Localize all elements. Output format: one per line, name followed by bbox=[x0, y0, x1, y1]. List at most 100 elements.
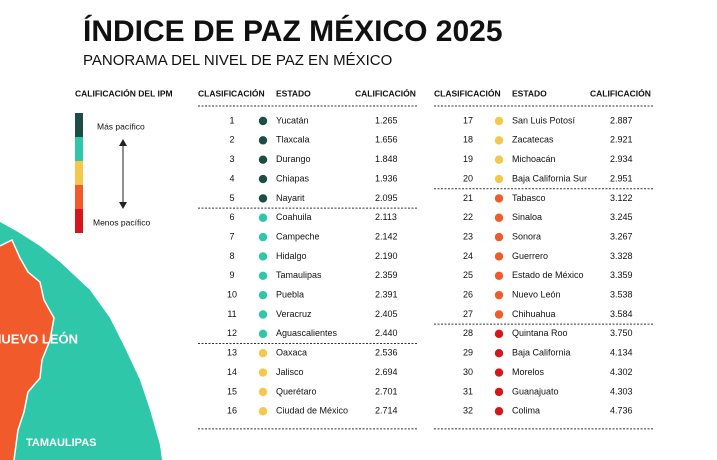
score: 3.584 bbox=[610, 309, 633, 319]
state: Nuevo León bbox=[512, 290, 561, 300]
score: 3.750 bbox=[610, 328, 633, 338]
score: 3.538 bbox=[610, 290, 633, 300]
subtitle: PANORAMA DEL NIVEL DE PAZ EN MÉXICO bbox=[83, 52, 392, 69]
map-region bbox=[0, 240, 54, 460]
level-dot bbox=[258, 368, 268, 377]
score: 2.359 bbox=[375, 270, 398, 280]
rank: 19 bbox=[463, 154, 473, 164]
score: 2.391 bbox=[375, 290, 398, 300]
rank: 3 bbox=[229, 154, 234, 164]
level-dot bbox=[494, 252, 504, 261]
level-dot bbox=[258, 290, 268, 300]
level-dot bbox=[258, 349, 268, 358]
level-dot bbox=[258, 116, 268, 126]
level-dot bbox=[494, 213, 504, 222]
level-dot bbox=[494, 407, 504, 416]
state: Michoacán bbox=[512, 154, 556, 164]
state: Puebla bbox=[276, 290, 304, 300]
level-dot bbox=[494, 116, 504, 126]
level-dot bbox=[258, 213, 268, 222]
score: 2.113 bbox=[375, 212, 397, 222]
score: 1.656 bbox=[375, 135, 398, 145]
state: Quintana Roo bbox=[512, 328, 568, 338]
state: Guerrero bbox=[512, 251, 548, 261]
state: Yucatán bbox=[276, 115, 309, 125]
state: Estado de México bbox=[512, 270, 584, 280]
level-dot bbox=[494, 271, 504, 280]
rank: 13 bbox=[227, 348, 237, 358]
score: 2.694 bbox=[375, 367, 398, 377]
score: 2.440 bbox=[375, 328, 398, 338]
state: Tamaulipas bbox=[276, 270, 322, 280]
level-dot bbox=[258, 310, 268, 319]
state: Coahuila bbox=[276, 212, 312, 222]
score: 3.267 bbox=[610, 231, 633, 241]
map: NUEVO LEÓN TAMAULIPAS bbox=[0, 222, 162, 460]
column-header: CALIFICACIÓN bbox=[355, 87, 416, 98]
arrow-head bbox=[119, 202, 127, 209]
rank: 21 bbox=[463, 193, 473, 203]
state: Campeche bbox=[276, 231, 320, 241]
score: 3.122 bbox=[610, 193, 633, 203]
state: Oaxaca bbox=[276, 348, 307, 358]
level-dot bbox=[258, 329, 268, 339]
rank: 12 bbox=[227, 328, 237, 338]
rank: 29 bbox=[463, 348, 473, 358]
level-dot bbox=[494, 232, 504, 242]
score: 2.701 bbox=[375, 386, 398, 396]
rank: 20 bbox=[463, 173, 473, 183]
level-dot bbox=[494, 174, 504, 184]
rank: 22 bbox=[463, 212, 473, 222]
score: 3.245 bbox=[610, 212, 633, 222]
table: CLASIFICACIÓN ESTADO CALIFICACIÓN 1 Yucatán 1… bbox=[198, 87, 654, 430]
title: ÍNDICE DE PAZ MÉXICO 2025 bbox=[83, 14, 503, 48]
level-dot bbox=[258, 252, 268, 261]
state: Chiapas bbox=[276, 173, 310, 183]
rank: 24 bbox=[463, 251, 473, 261]
state: Sonora bbox=[512, 231, 541, 241]
state: Sinaloa bbox=[512, 212, 542, 222]
level-dot bbox=[494, 349, 504, 358]
rank: 27 bbox=[463, 309, 473, 319]
state: Veracruz bbox=[276, 309, 312, 319]
rank: 25 bbox=[463, 270, 473, 280]
column-header: CALIFICACIÓN bbox=[590, 87, 651, 98]
level-dot bbox=[258, 407, 268, 416]
rank: 16 bbox=[227, 406, 237, 416]
state: Tlaxcala bbox=[276, 135, 310, 145]
rank: 15 bbox=[227, 386, 237, 396]
rank: 10 bbox=[227, 290, 237, 300]
legend-swatch bbox=[75, 113, 83, 137]
level-dot bbox=[258, 271, 268, 280]
legend-swatch bbox=[75, 209, 83, 233]
score: 1.265 bbox=[375, 115, 398, 125]
legend-label: Menos pacífico bbox=[93, 217, 150, 227]
score: 2.887 bbox=[610, 115, 633, 125]
score: 2.190 bbox=[375, 251, 398, 261]
state: Jalisco bbox=[276, 367, 304, 377]
score: 2.951 bbox=[610, 173, 633, 183]
rank: 26 bbox=[463, 290, 473, 300]
column-header: ESTADO bbox=[276, 88, 311, 98]
rank: 9 bbox=[229, 270, 234, 280]
legend-swatch bbox=[75, 137, 83, 161]
rank: 4 bbox=[229, 173, 234, 183]
state: Colima bbox=[512, 406, 540, 416]
level-dot bbox=[494, 290, 504, 300]
level-dot bbox=[494, 136, 504, 145]
state: Aguascalientes bbox=[276, 328, 338, 338]
rank: 7 bbox=[229, 231, 234, 241]
rank: 23 bbox=[463, 231, 473, 241]
rank: 8 bbox=[229, 251, 234, 261]
score: 2.714 bbox=[375, 406, 398, 416]
state: Nayarit bbox=[276, 193, 305, 203]
state: Tabasco bbox=[512, 193, 546, 203]
rank: 18 bbox=[463, 135, 473, 145]
score: 2.934 bbox=[610, 154, 633, 164]
score: 3.328 bbox=[610, 251, 633, 261]
state: Morelos bbox=[512, 367, 545, 377]
score: 2.095 bbox=[375, 193, 398, 203]
score: 1.936 bbox=[375, 173, 398, 183]
rank: 1 bbox=[229, 115, 234, 125]
